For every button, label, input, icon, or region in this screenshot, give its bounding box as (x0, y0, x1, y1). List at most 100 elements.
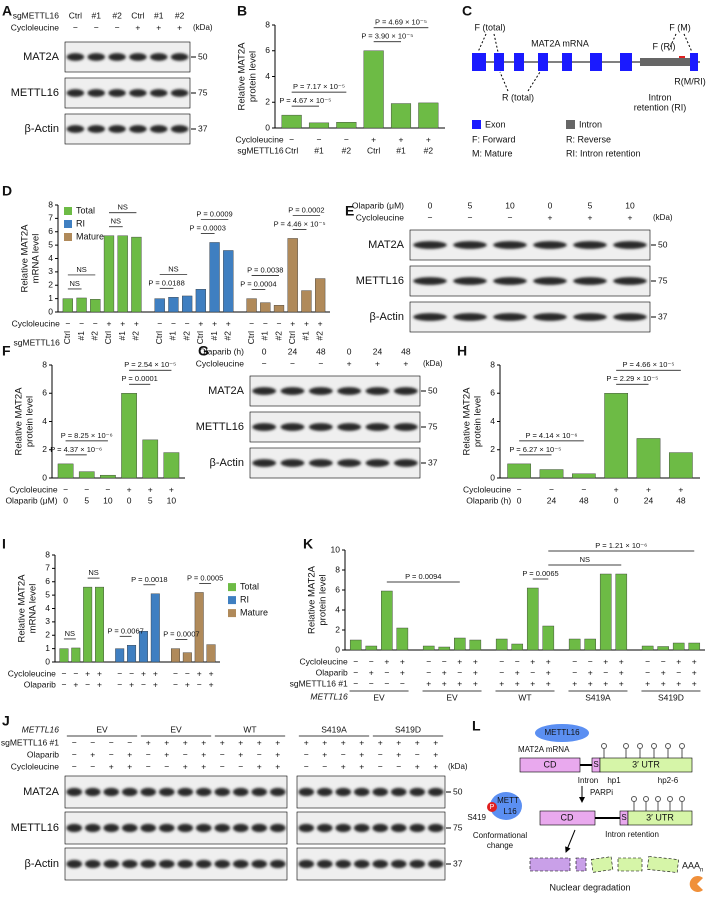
band (252, 387, 277, 395)
y-tick-label: 0 (48, 306, 53, 316)
bar (584, 638, 596, 651)
band (232, 859, 249, 869)
lane-label: Ctrl (69, 10, 82, 20)
annotation: P = 0.0067 (107, 626, 143, 635)
row-label: Cycloleucine (300, 656, 348, 666)
band (453, 241, 487, 249)
y-tick-label: 4 (42, 416, 47, 426)
band (214, 859, 231, 869)
lane-label: − (164, 761, 169, 771)
lane-label: − (127, 737, 132, 747)
band (170, 89, 189, 97)
protein-label: β-Actin (25, 123, 59, 135)
lane-label: #2 (112, 10, 122, 20)
blot-frame (64, 77, 191, 109)
band (427, 787, 444, 797)
lane-label: + (415, 761, 420, 771)
band (170, 53, 189, 61)
band (252, 459, 277, 467)
row-value: + (85, 668, 90, 678)
bar (308, 122, 330, 129)
panel-l: L METTL16 MAT2A mRNA CD S 3′ UTR Intron … (467, 718, 703, 893)
annotation: P = 0.0065 (522, 569, 558, 578)
band (87, 89, 105, 97)
y-tick-label: 2 (265, 97, 270, 107)
band (280, 459, 305, 467)
row-value: + (661, 667, 666, 677)
y-axis-label: protein level (248, 51, 259, 102)
band (158, 859, 175, 869)
row-value: + (198, 318, 203, 328)
band (108, 53, 126, 61)
bar (83, 586, 93, 663)
row-value: + (369, 667, 374, 677)
blot-frame (64, 41, 191, 73)
bar (390, 103, 412, 129)
row-value: − (515, 656, 520, 666)
group-label: EV (446, 692, 458, 702)
band (365, 459, 390, 467)
bar (349, 639, 362, 651)
y-tick-label: 10 (331, 544, 341, 554)
legend-label: Total (240, 581, 259, 591)
lane-label: + (220, 737, 225, 747)
bar (571, 473, 596, 479)
row-value: 0 (517, 495, 522, 505)
y-tick-label: 8 (42, 359, 47, 369)
bar (117, 235, 128, 313)
row-value: + (442, 667, 447, 677)
annotation: P = 4.14 × 10⁻⁶ (526, 431, 578, 440)
row-value: + (588, 667, 593, 677)
legend-swatch (472, 120, 481, 129)
bar (78, 471, 95, 479)
band (533, 313, 567, 321)
row-value: − (645, 656, 650, 666)
row-label: Olaparib (24, 679, 56, 689)
row-value: + (73, 679, 78, 689)
exon (538, 53, 548, 71)
bar (668, 452, 693, 479)
lane-label: + (275, 749, 280, 759)
row-value: + (546, 678, 551, 688)
primer-label: R (total) (502, 92, 534, 102)
row-value: 0 (63, 495, 68, 505)
annotation: NS (111, 217, 121, 226)
legend-swatch (228, 609, 236, 618)
lane-label: + (341, 761, 346, 771)
exon (514, 53, 524, 71)
band (66, 125, 85, 133)
bar (182, 295, 193, 313)
band (413, 277, 447, 285)
bar (59, 648, 69, 663)
row-value: + (169, 484, 174, 494)
lane-label: + (275, 761, 280, 771)
bar (71, 647, 81, 663)
band (298, 859, 315, 869)
lane-label: − (72, 749, 77, 759)
row-value: 24 (644, 495, 654, 505)
row-label: sgMETTL16 (237, 145, 284, 155)
lane-label: + (275, 737, 280, 747)
band (573, 313, 607, 321)
bar (209, 242, 220, 313)
row-value: + (97, 679, 102, 689)
row-value: #1 (396, 145, 406, 155)
row-value: + (197, 668, 202, 678)
protein-label: MAT2A (208, 385, 245, 397)
row-value: + (120, 318, 125, 328)
row-value: − (676, 667, 681, 677)
row-value: − (645, 667, 650, 677)
row-value: + (209, 668, 214, 678)
bar (223, 250, 234, 313)
band (335, 823, 352, 833)
bar (281, 114, 302, 129)
marker-label: 75 (453, 822, 463, 832)
lane-label: − (396, 761, 401, 771)
y-tick-label: 0 (335, 644, 340, 654)
legend-swatch (64, 220, 72, 228)
row-value: − (61, 679, 66, 689)
row-value: − (517, 484, 522, 494)
lane-label: + (257, 737, 262, 747)
marker-label: 75 (658, 275, 668, 285)
